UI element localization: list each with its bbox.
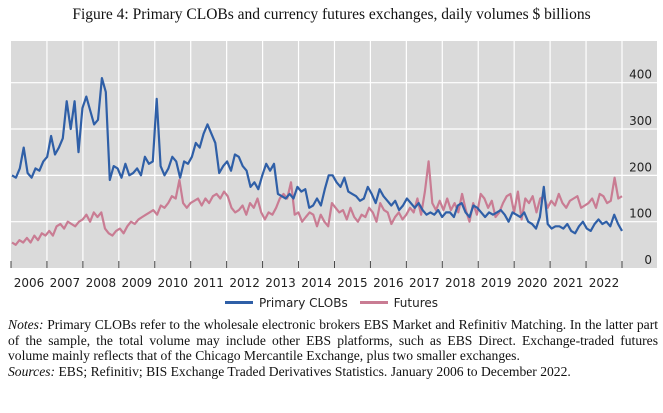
series-line-futures bbox=[11, 160, 623, 246]
y-axis-labels: 0 100 200 300 400 bbox=[629, 68, 652, 267]
x-tick-label: 2021 bbox=[553, 276, 584, 290]
x-axis-ticks bbox=[10, 261, 623, 268]
series-line-primary-clobs bbox=[11, 76, 623, 235]
x-tick-label: 2010 bbox=[157, 276, 188, 290]
x-axis-labels: 2006 2007 2008 2009 2010 2011 2012 2013 2014 2015… bbox=[14, 276, 620, 290]
y-tick-label: 400 bbox=[629, 68, 652, 82]
horizontal-gridlines bbox=[11, 82, 657, 223]
chart-title: Figure 4: Primary CLOBs and currency fut… bbox=[72, 6, 591, 23]
x-tick-label: 2016 bbox=[373, 276, 404, 290]
y-tick-label: 200 bbox=[629, 160, 652, 174]
legend-item-futures: Futures bbox=[359, 295, 439, 310]
legend-swatch-primary-clobs bbox=[224, 301, 253, 304]
x-tick-label: 2014 bbox=[301, 276, 332, 290]
sources-paragraph: Sources: EBS; Refinitiv; BIS Exchange Tr… bbox=[8, 364, 658, 380]
notes-paragraph: Notes: Primary CLOBs refer to the wholes… bbox=[8, 317, 658, 364]
notes-text: Primary CLOBs refer to the wholesale ele… bbox=[8, 317, 658, 364]
x-tick-label: 2007 bbox=[50, 276, 81, 290]
x-tick-label: 2017 bbox=[409, 276, 440, 290]
legend-label-futures: Futures bbox=[393, 295, 439, 310]
y-tick-label: 300 bbox=[629, 114, 652, 128]
legend-label-primary-clobs: Primary CLOBs bbox=[258, 295, 348, 310]
x-tick-label: 2011 bbox=[193, 276, 224, 290]
x-tick-label: 2009 bbox=[122, 276, 153, 290]
x-tick-label: 2022 bbox=[589, 276, 620, 290]
figure-notes: Notes: Primary CLOBs refer to the wholes… bbox=[8, 317, 658, 379]
legend-swatch-futures bbox=[359, 301, 388, 304]
x-tick-label: 2008 bbox=[86, 276, 117, 290]
series-lines bbox=[11, 76, 623, 246]
y-tick-label: 0 bbox=[644, 253, 652, 267]
legend: Primary CLOBs Futures bbox=[0, 293, 663, 310]
notes-label: Notes: bbox=[8, 317, 44, 332]
sources-label: Sources: bbox=[8, 363, 56, 379]
x-tick-label: 2015 bbox=[337, 276, 368, 290]
x-tick-label: 2018 bbox=[445, 276, 476, 290]
x-tick-label: 2013 bbox=[265, 276, 296, 290]
x-tick-label: 2012 bbox=[229, 276, 260, 290]
x-tick-label: 2019 bbox=[481, 276, 512, 290]
legend-item-primary-clobs: Primary CLOBs bbox=[224, 295, 348, 310]
x-tick-label: 2020 bbox=[517, 276, 548, 290]
y-tick-label: 100 bbox=[629, 207, 652, 221]
x-tick-label: 2006 bbox=[14, 276, 45, 290]
chart-canvas: 2006 2007 2008 2009 2010 2011 2012 2013 2014 2015… bbox=[10, 41, 657, 290]
sources-text: EBS; Refinitiv; BIS Exchange Traded Deri… bbox=[58, 363, 571, 379]
